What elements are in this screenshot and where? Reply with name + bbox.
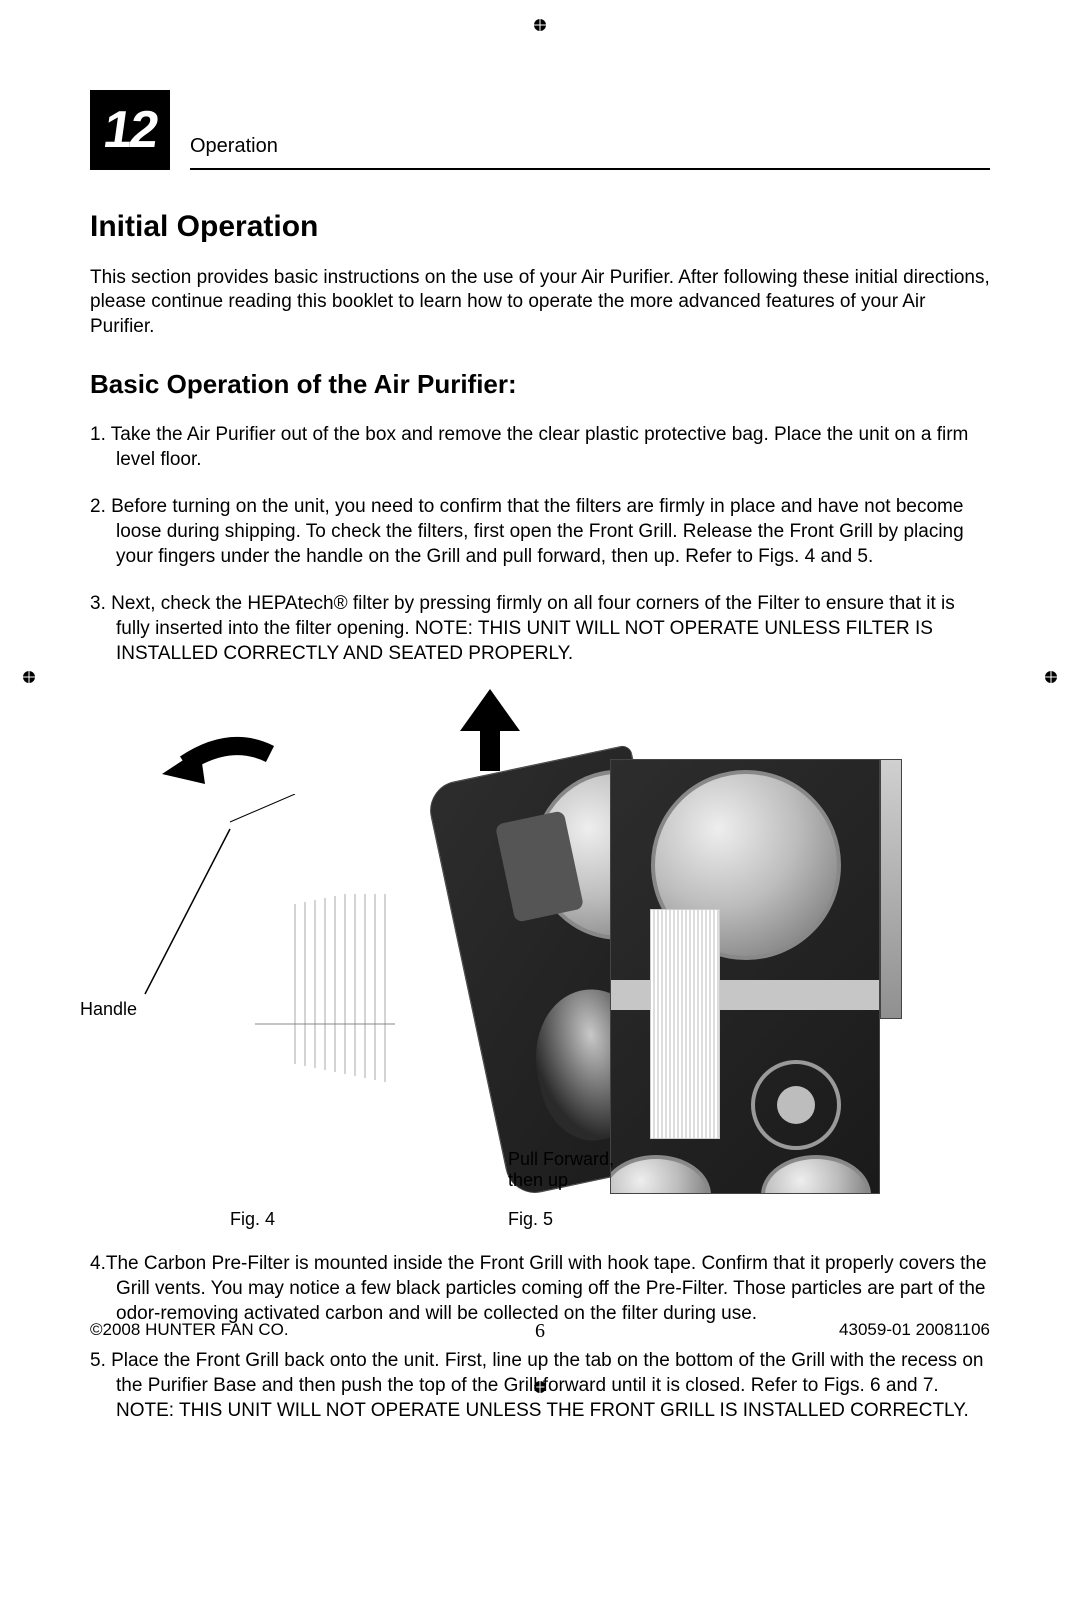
- intro-paragraph: This section provides basic instructions…: [90, 266, 990, 339]
- step-item: 2. Before turning on the unit, you need …: [90, 494, 990, 569]
- fig5-edge-strip: [880, 759, 902, 1019]
- footer-page-number: 6: [535, 1320, 545, 1343]
- up-arrow-icon: [455, 689, 525, 779]
- page-footer: ©2008 HUNTER FAN CO. 6 43059-01 20081106: [90, 1320, 990, 1340]
- steps-before-figure: 1. Take the Air Purifier out of the box …: [90, 422, 990, 667]
- step-item: 3. Next, check the HEPAtech® filter by p…: [90, 591, 990, 666]
- fig5-caption: Fig. 5: [508, 1209, 553, 1230]
- manual-page: 12 Operation Initial Operation This sect…: [0, 0, 1080, 1598]
- crop-mark-right: [1044, 670, 1058, 684]
- figure-area: Handle Fig. 4: [90, 689, 990, 1229]
- step-item: 5. Place the Front Grill back onto the u…: [90, 1348, 990, 1423]
- footer-doc-id: 43059-01 20081106: [839, 1320, 990, 1340]
- page-content: 12 Operation Initial Operation This sect…: [90, 90, 990, 1445]
- footer-copyright: ©2008 HUNTER FAN CO.: [90, 1320, 289, 1340]
- fig4-line-drawing: [125, 794, 445, 1174]
- step-item: 1. Take the Air Purifier out of the box …: [90, 422, 990, 472]
- handle-label: Handle: [80, 999, 137, 1020]
- page-number-badge-text: 12: [100, 100, 160, 160]
- crop-mark-left: [22, 670, 36, 684]
- section-label: Operation: [190, 135, 990, 170]
- fig5-filter-strip: [650, 909, 720, 1139]
- crop-mark-top: [533, 18, 547, 32]
- subtitle: Basic Operation of the Air Purifier:: [90, 369, 990, 400]
- fig4-caption: Fig. 4: [230, 1209, 275, 1230]
- step-item: 4.The Carbon Pre-Filter is mounted insid…: [90, 1251, 990, 1326]
- page-number-badge: 12: [90, 90, 170, 170]
- header-row: 12 Operation: [90, 90, 990, 170]
- page-title: Initial Operation: [90, 210, 990, 244]
- curved-arrow-icon: [150, 724, 290, 794]
- pull-forward-label: Pull Forward, then up: [508, 1149, 614, 1192]
